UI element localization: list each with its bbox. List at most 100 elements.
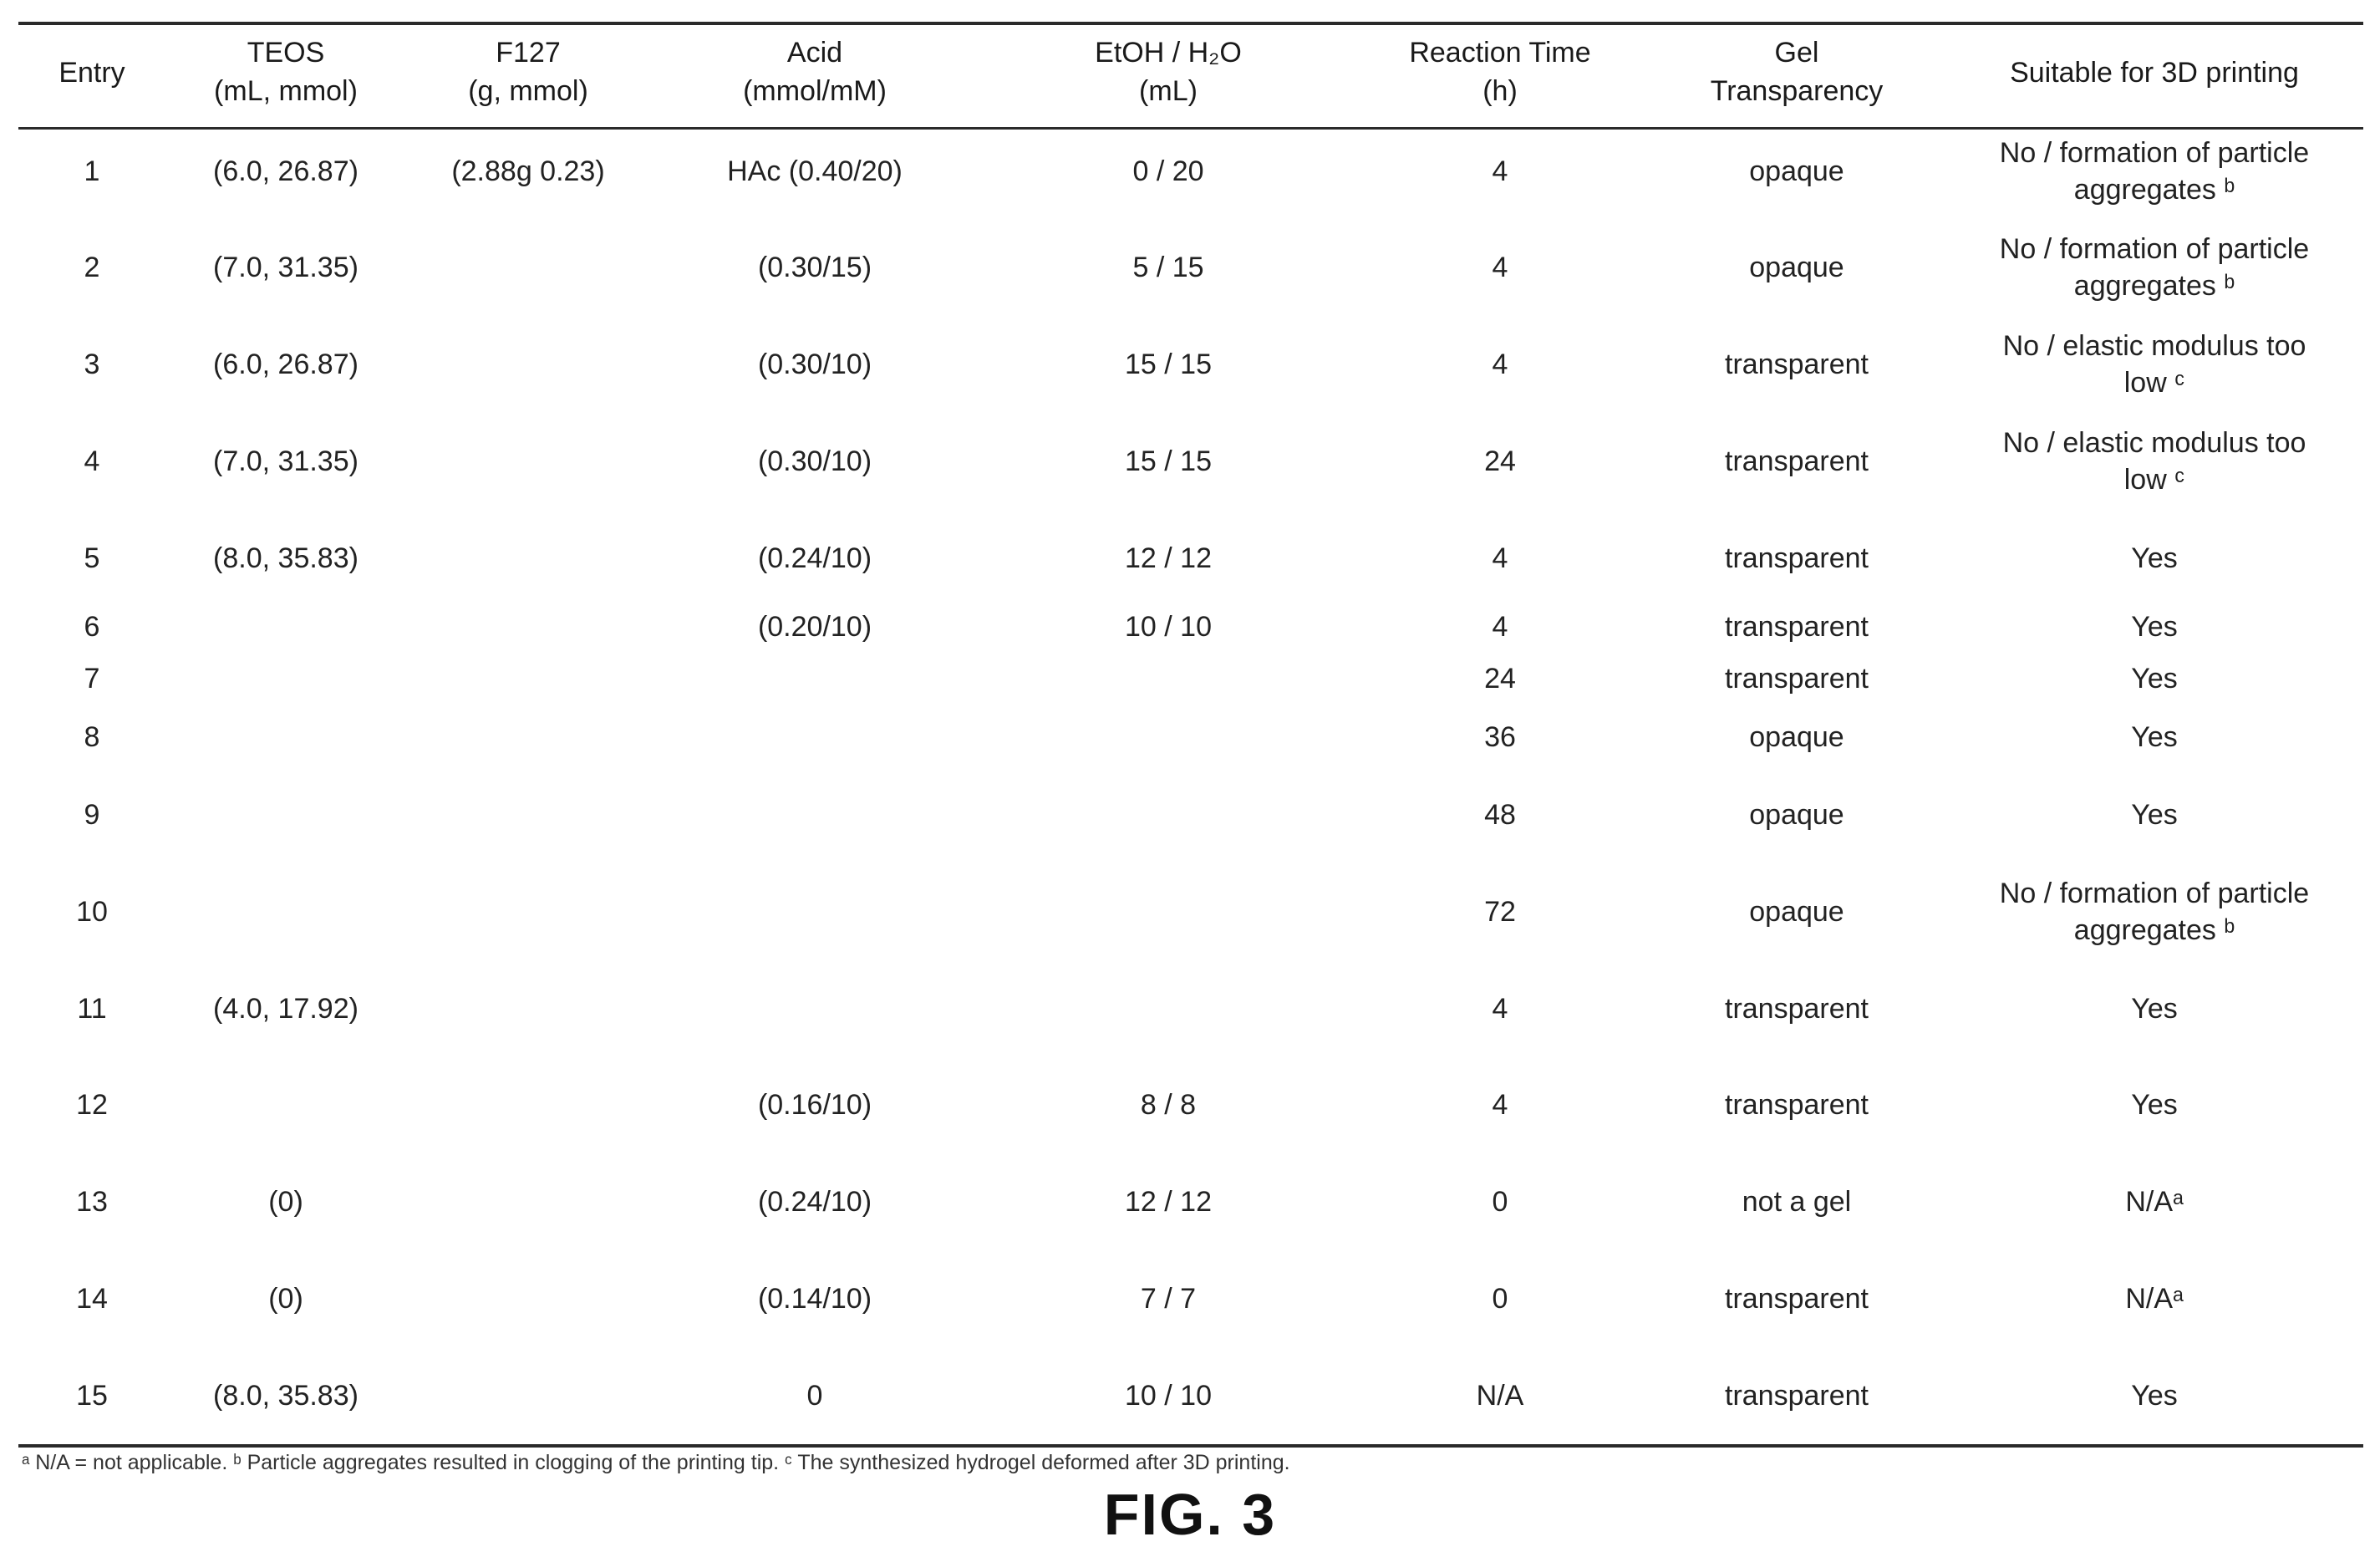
cell-entry: 2 [84,252,100,283]
cell-acid: (0.30/15) [757,252,872,283]
cell-etoh-h2o: 10 / 10 [1125,1380,1212,1412]
cell-gel-transparency: transparent [1725,1283,1869,1315]
cell-entry: 6 [84,611,100,643]
column-header-suitable-3d-printing: Suitable for 3D printing [2010,53,2299,92]
cell-etoh-h2o: 15 / 15 [1125,349,1212,380]
table-footnote: ᵃ N/A = not applicable. ᵇ Particle aggre… [22,1451,1290,1474]
cell-suitable-3d-printing: No / formation of particle aggregates ᵇ [1999,233,2310,302]
cell-acid: (0.20/10) [757,611,872,643]
cell-reaction-time: 36 [1484,721,1516,753]
header-line-2: (h) [1482,75,1518,107]
cell-entry: 14 [76,1283,108,1315]
cell-suitable-3d-printing: Yes [2131,611,2178,643]
cell-teos: (0) [268,1186,303,1218]
header-line-2: (mL, mmol) [214,75,358,107]
cell-etoh-h2o: 0 / 20 [1132,155,1204,187]
cell-gel-transparency: transparent [1725,445,1869,477]
cell-gel-transparency: transparent [1725,1380,1869,1412]
cell-gel-transparency: opaque [1749,799,1844,831]
cell-reaction-time: 24 [1484,663,1516,695]
cell-suitable-3d-printing: Yes [2131,721,2178,753]
cell-reaction-time: 4 [1492,1089,1508,1121]
column-header-teos: TEOS (mL, mmol) [214,33,358,110]
header-line-1: Entry [58,57,125,89]
cell-gel-transparency: opaque [1749,721,1844,753]
cell-entry: 4 [84,445,100,477]
cell-gel-transparency: transparent [1725,1089,1869,1121]
cell-entry: 11 [77,993,107,1025]
cell-etoh-h2o: 8 / 8 [1140,1089,1197,1121]
cell-reaction-time: 72 [1484,896,1516,928]
cell-entry: 3 [84,349,100,380]
cell-gel-transparency: opaque [1749,252,1844,283]
header-line-2: (g, mmol) [468,75,588,107]
cell-entry: 15 [76,1380,108,1412]
cell-f127: (2.88g 0.23) [451,155,605,187]
header-line-2: (mmol/mM) [743,75,887,107]
column-header-reaction-time: Reaction Time (h) [1409,33,1590,110]
table-header-rule [18,127,2363,130]
header-line-1: F127 [496,37,561,69]
cell-gel-transparency: not a gel [1742,1186,1852,1218]
cell-teos: (8.0, 35.83) [213,1380,359,1412]
cell-acid: (0.24/10) [757,542,872,574]
column-header-gel-transparency: Gel Transparency [1711,33,1884,110]
cell-gel-transparency: transparent [1725,542,1869,574]
cell-etoh-h2o: 5 / 15 [1132,252,1204,283]
cell-reaction-time: 4 [1492,611,1508,643]
header-line-1: Reaction Time [1409,37,1591,69]
cell-gel-transparency: opaque [1749,896,1844,928]
cell-entry: 7 [84,663,100,695]
column-header-entry: Entry [58,53,125,92]
header-line-2: Transparency [1710,75,1884,107]
cell-entry: 9 [84,799,100,831]
cell-gel-transparency: transparent [1725,349,1869,380]
cell-suitable-3d-printing: N/Aᵃ [2125,1186,2184,1218]
table-bottom-rule [18,1444,2363,1448]
cell-etoh-h2o: 12 / 12 [1125,1186,1212,1218]
cell-acid: (0.24/10) [757,1186,872,1218]
table-top-rule [18,22,2363,25]
header-line-1: Acid [786,37,843,69]
column-header-acid: Acid (mmol/mM) [743,33,887,110]
cell-suitable-3d-printing: No / formation of particle aggregates ᵇ [1999,878,2310,946]
cell-etoh-h2o: 10 / 10 [1125,611,1212,643]
cell-reaction-time: N/A [1476,1380,1524,1412]
cell-gel-transparency: transparent [1725,663,1869,695]
cell-suitable-3d-printing: Yes [2131,1089,2178,1121]
cell-acid: (0.16/10) [757,1089,872,1121]
cell-reaction-time: 48 [1484,799,1516,831]
cell-suitable-3d-printing: N/Aᵃ [2125,1283,2184,1315]
cell-teos: (7.0, 31.35) [213,445,359,477]
cell-teos: (8.0, 35.83) [213,542,359,574]
cell-reaction-time: 4 [1492,349,1508,380]
cell-gel-transparency: opaque [1749,155,1844,187]
cell-suitable-3d-printing: Yes [2131,663,2178,695]
cell-acid: 0 [806,1380,823,1412]
cell-reaction-time: 0 [1492,1283,1508,1315]
cell-gel-transparency: transparent [1725,611,1869,643]
cell-suitable-3d-printing: Yes [2131,542,2178,574]
cell-teos: (7.0, 31.35) [213,252,359,283]
cell-acid: (0.14/10) [757,1283,872,1315]
cell-teos: (4.0, 17.92) [213,993,359,1025]
column-header-f127: F127 (g, mmol) [468,33,588,110]
cell-reaction-time: 24 [1484,445,1516,477]
header-line-1: Gel [1774,37,1819,69]
cell-entry: 8 [84,721,100,753]
cell-suitable-3d-printing: Yes [2131,799,2178,831]
cell-reaction-time: 4 [1492,993,1508,1025]
cell-gel-transparency: transparent [1725,993,1869,1025]
cell-suitable-3d-printing: Yes [2131,1380,2178,1412]
column-header-etoh-h2o: EtOH / H₂O (mL) [1095,33,1242,110]
cell-acid: (0.30/10) [757,445,872,477]
cell-entry: 10 [76,896,108,928]
figure-label: FIG. 3 [1103,1482,1277,1547]
cell-entry: 12 [76,1089,108,1121]
cell-acid: HAc (0.40/20) [727,155,903,187]
cell-entry: 13 [76,1186,108,1218]
cell-reaction-time: 0 [1492,1186,1508,1218]
cell-reaction-time: 4 [1492,542,1508,574]
header-line-1: Suitable for 3D printing [2010,57,2299,89]
